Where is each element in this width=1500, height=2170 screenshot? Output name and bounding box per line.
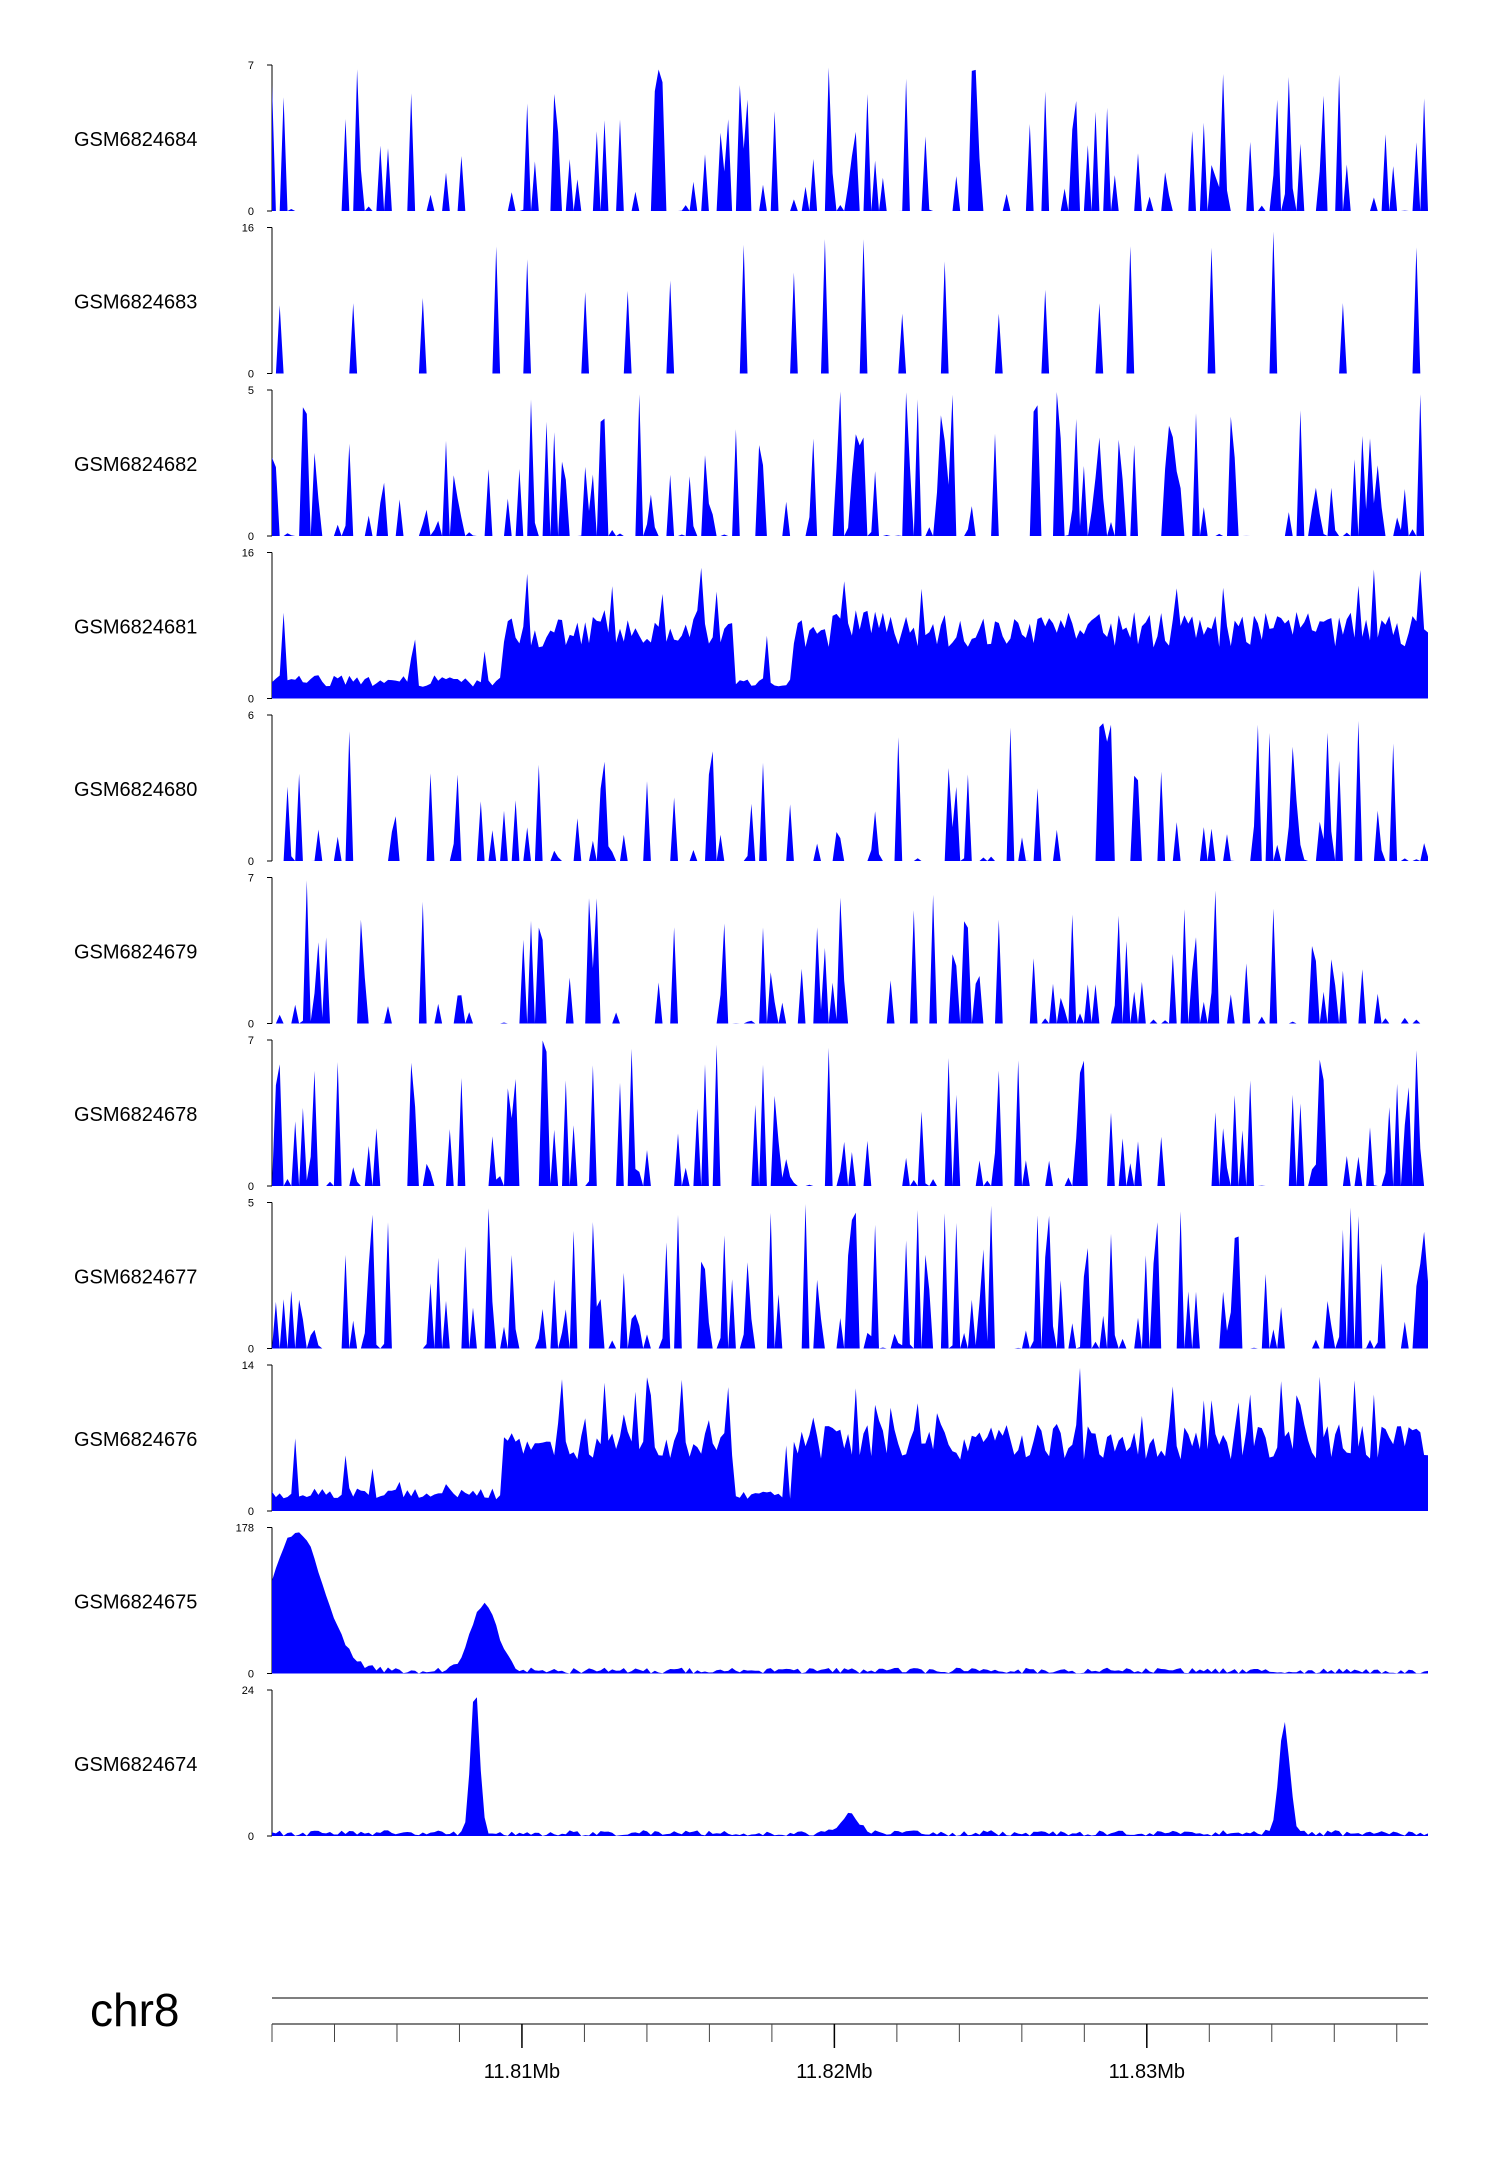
y-min-label: 0 xyxy=(248,206,254,218)
genomic-axis: chr8 11.81Mb 11.82Mb 11.83Mb xyxy=(90,1984,1428,2083)
y-max-label: 24 xyxy=(242,1685,254,1697)
y-min-label: 0 xyxy=(248,1669,254,1681)
track-label: GSM6824676 xyxy=(74,1429,197,1451)
y-max-label: 6 xyxy=(248,710,254,722)
tracks-group: GSM682468470GSM6824683160GSM682468250GSM… xyxy=(74,60,1428,1843)
coverage-area xyxy=(272,567,1428,699)
y-min-label: 0 xyxy=(248,1181,254,1193)
axis-tick-label: 11.83Mb xyxy=(1109,2061,1185,2083)
track-GSM6824679: GSM6824679 7 0 xyxy=(74,873,1428,1031)
y-min-label: 0 xyxy=(248,694,254,706)
coverage-area xyxy=(272,880,1428,1024)
coverage-area xyxy=(272,720,1428,861)
y-max-label: 14 xyxy=(242,1360,254,1372)
y-max-label: 5 xyxy=(248,1198,254,1210)
track-label: GSM6824682 xyxy=(74,454,197,476)
track-GSM6824678: GSM6824678 7 0 xyxy=(74,1035,1428,1193)
y-max-label: 7 xyxy=(248,873,254,885)
track-GSM6824682: GSM6824682 5 0 xyxy=(74,385,1428,543)
coverage-area xyxy=(272,1204,1428,1349)
chromosome-label: chr8 xyxy=(90,1984,179,2036)
track-label: GSM6824679 xyxy=(74,942,197,964)
y-max-label: 16 xyxy=(242,223,254,235)
y-max-label: 5 xyxy=(248,385,254,397)
coverage-area xyxy=(272,1697,1428,1836)
y-max-label: 7 xyxy=(248,1035,254,1047)
track-label: GSM6824683 xyxy=(74,292,197,314)
y-min-label: 0 xyxy=(248,1506,254,1518)
track-GSM6824674: GSM6824674 24 0 xyxy=(74,1685,1428,1843)
track-GSM6824681: GSM6824681 16 0 xyxy=(74,548,1428,706)
y-max-label: 7 xyxy=(248,60,254,72)
y-min-label: 0 xyxy=(248,856,254,868)
y-max-label: 16 xyxy=(242,548,254,560)
track-GSM6824684: GSM6824684 7 0 xyxy=(74,60,1428,218)
track-GSM6824677: GSM6824677 5 0 xyxy=(74,1198,1428,1356)
axis-tick-label: 11.81Mb xyxy=(484,2061,560,2083)
track-label: GSM6824677 xyxy=(74,1267,197,1289)
axis-tick-label: 11.82Mb xyxy=(796,2061,872,2083)
track-label: GSM6824681 xyxy=(74,617,197,639)
track-GSM6824675: GSM6824675 178 0 xyxy=(74,1523,1428,1681)
track-GSM6824676: GSM6824676 14 0 xyxy=(74,1360,1428,1518)
track-GSM6824683: GSM6824683 16 0 xyxy=(74,223,1428,381)
y-min-label: 0 xyxy=(248,1831,254,1843)
y-min-label: 0 xyxy=(248,369,254,381)
coverage-area xyxy=(272,231,1428,374)
coverage-area xyxy=(272,391,1428,536)
coverage-area xyxy=(272,67,1428,211)
coverage-area xyxy=(272,1532,1428,1674)
track-label: GSM6824674 xyxy=(74,1754,197,1776)
y-max-label: 178 xyxy=(236,1523,254,1535)
y-min-label: 0 xyxy=(248,1019,254,1031)
coverage-area xyxy=(272,1367,1428,1511)
track-label: GSM6824678 xyxy=(74,1104,197,1126)
y-min-label: 0 xyxy=(248,531,254,543)
track-GSM6824680: GSM6824680 6 0 xyxy=(74,710,1428,868)
y-min-label: 0 xyxy=(248,1344,254,1356)
track-label: GSM6824680 xyxy=(74,779,197,801)
track-label: GSM6824675 xyxy=(74,1592,197,1614)
track-label: GSM6824684 xyxy=(74,129,197,151)
coverage-area xyxy=(272,1040,1428,1186)
